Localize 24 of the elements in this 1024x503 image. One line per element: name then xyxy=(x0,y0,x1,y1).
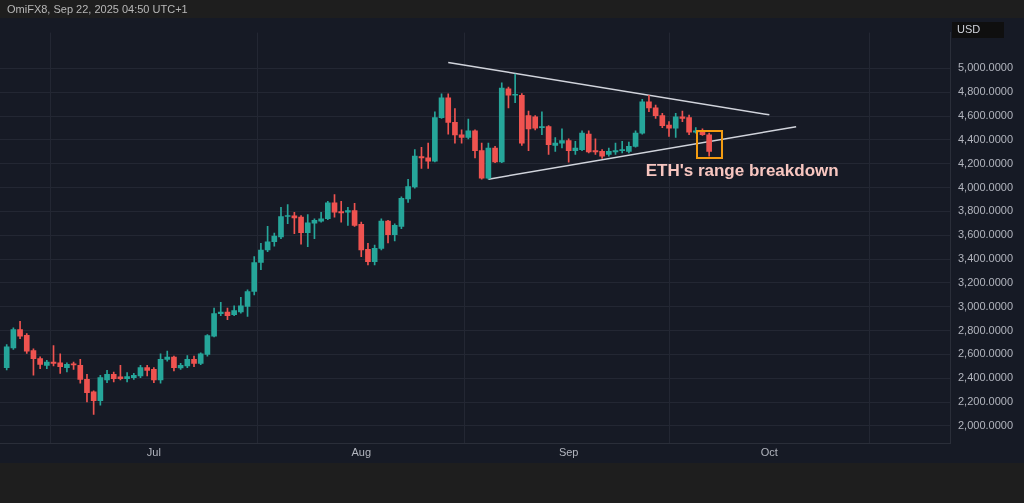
y-tick-label: 4,200.0000 xyxy=(958,156,1014,169)
y-tick-label: 3,600.0000 xyxy=(958,228,1014,241)
y-tick-label: 2,600.0000 xyxy=(958,347,1014,360)
y-tick-label: 2,800.0000 xyxy=(958,323,1014,336)
y-tick-label: 4,600.0000 xyxy=(958,109,1014,122)
y-tick-label: 2,000.0000 xyxy=(958,418,1014,431)
x-tick-label: Sep xyxy=(558,446,579,459)
y-axis-title: USD xyxy=(957,23,981,36)
y-tick-label: 4,400.0000 xyxy=(958,132,1014,145)
y-tick-label: 3,200.0000 xyxy=(958,275,1014,288)
x-tick-label: Oct xyxy=(760,446,778,459)
y-tick-label: 2,400.0000 xyxy=(958,371,1014,384)
annotation: ETH's range breakdown xyxy=(645,161,839,181)
x-tick-label: Jul xyxy=(146,446,161,459)
x-tick-label: Aug xyxy=(351,446,372,459)
y-tick-label: 4,000.0000 xyxy=(958,180,1014,193)
y-tick-label: 5,000.0000 xyxy=(958,61,1014,74)
y-tick-label: 3,400.0000 xyxy=(958,252,1014,265)
y-tick-label: 3,000.0000 xyxy=(958,299,1014,312)
y-tick-label: 2,200.0000 xyxy=(958,395,1014,408)
y-tick-label: 4,800.0000 xyxy=(958,85,1014,98)
chart-title: OmiFX8, Sep 22, 2025 04:50 UTC+1 xyxy=(7,3,188,15)
y-tick-label: 3,800.0000 xyxy=(958,204,1014,217)
candlestick xyxy=(345,206,351,226)
